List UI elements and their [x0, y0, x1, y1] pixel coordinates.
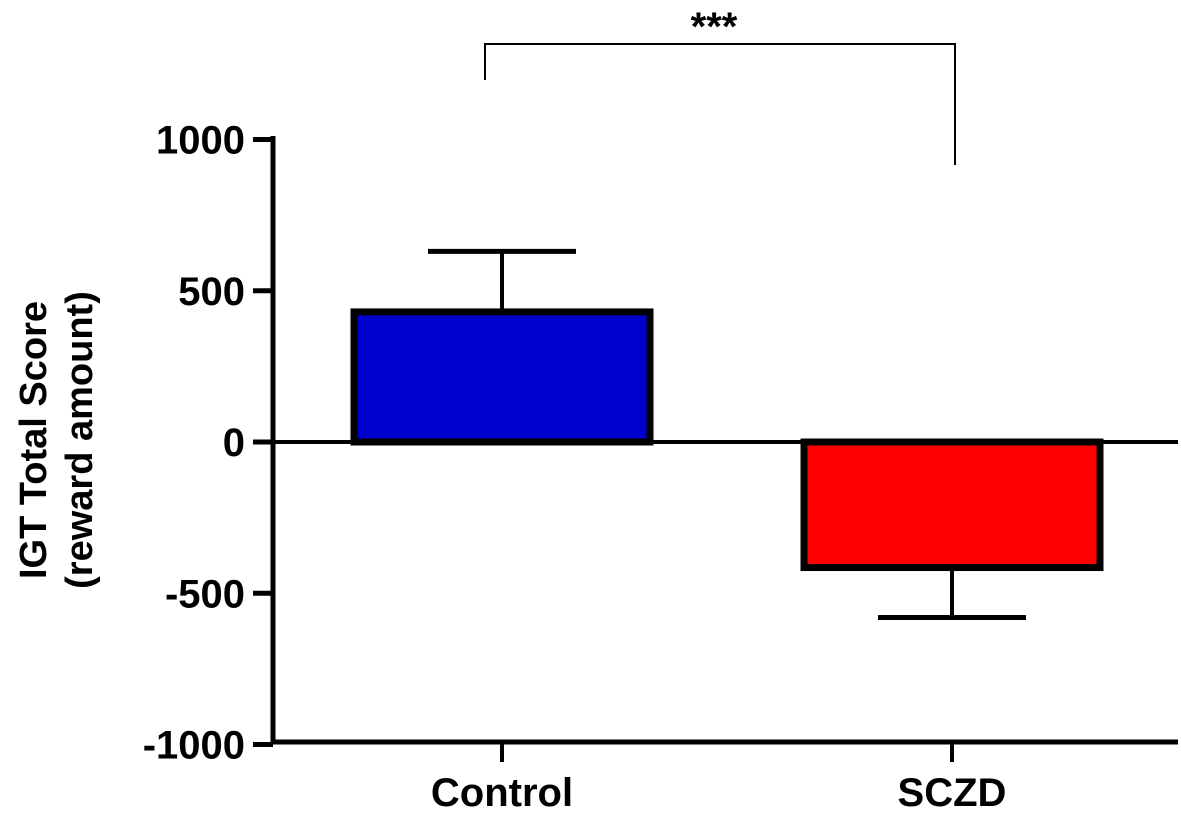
- y-tick-label: -1000: [143, 724, 245, 768]
- x-tick-label-sczd: SCZD: [898, 771, 1007, 815]
- y-tick-label: 1000: [156, 119, 245, 163]
- significance-stars: ***: [691, 5, 738, 49]
- bar-control: [350, 308, 654, 446]
- y-axis-label-line1: IGT Total Score: [13, 301, 55, 579]
- bar-sczd: [800, 438, 1104, 572]
- y-axis-label: IGT Total Score (reward amount): [13, 291, 101, 589]
- x-tick-label-control: Control: [431, 771, 573, 815]
- significance-bracket: ***: [484, 5, 956, 165]
- bracket-line: [484, 43, 956, 165]
- y-tick-label: 0: [223, 421, 245, 465]
- y-axis-label-line2: (reward amount): [59, 291, 101, 589]
- y-tick-label: -500: [165, 572, 245, 616]
- y-tick-label: 500: [178, 270, 245, 314]
